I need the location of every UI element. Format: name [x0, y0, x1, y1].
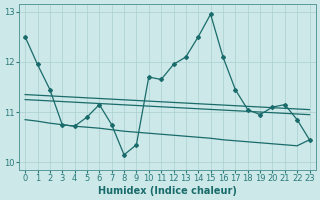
- X-axis label: Humidex (Indice chaleur): Humidex (Indice chaleur): [98, 186, 237, 196]
